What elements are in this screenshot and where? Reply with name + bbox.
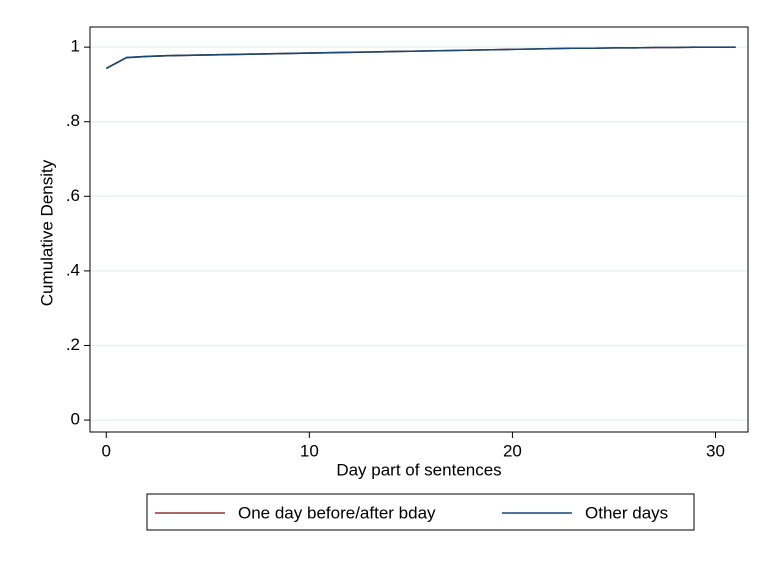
- y-tick-label: .8: [66, 111, 80, 130]
- x-axis-label: Day part of sentences: [336, 460, 501, 479]
- y-tick-label: 0: [71, 410, 80, 429]
- x-tick-label: 0: [102, 441, 111, 460]
- y-tick-label: .2: [66, 335, 80, 354]
- y-axis-label: Cumulative Density: [37, 159, 56, 306]
- y-tick-label: .4: [66, 260, 80, 279]
- legend-box: [146, 493, 695, 531]
- x-tick-label: 20: [503, 441, 522, 460]
- x-tick-label: 30: [706, 441, 725, 460]
- legend-label: Other days: [585, 503, 668, 522]
- legend-label: One day before/after bday: [238, 503, 436, 522]
- plot-border: [89, 26, 749, 433]
- y-tick-label: 1: [71, 37, 80, 56]
- y-tick-label: .6: [66, 186, 80, 205]
- data-line: [105, 46, 736, 70]
- x-tick-label: 10: [300, 441, 319, 460]
